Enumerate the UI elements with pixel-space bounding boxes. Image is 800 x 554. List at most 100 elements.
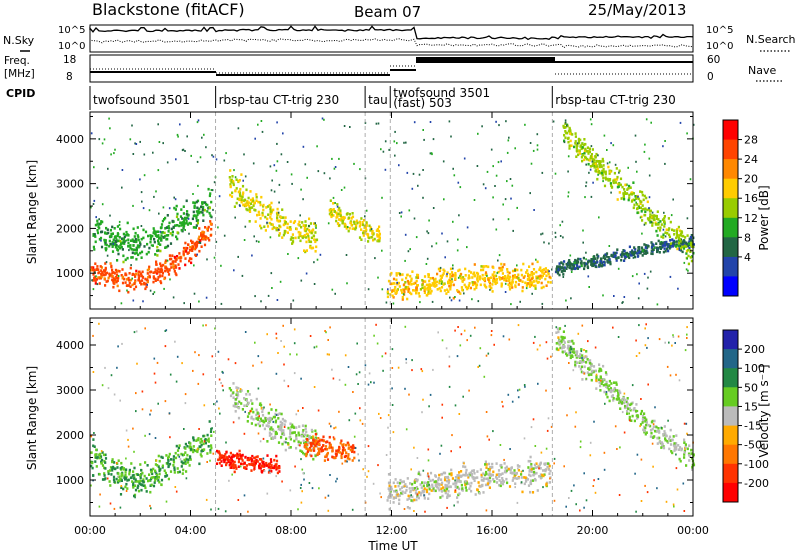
range-cell [192, 226, 195, 229]
range-cell [197, 119, 200, 122]
range-cell [161, 466, 164, 469]
range-cell [570, 347, 573, 351]
range-cell [134, 239, 137, 243]
range-cell [486, 274, 488, 277]
range-cell [139, 476, 142, 480]
range-cell [234, 189, 237, 192]
range-cell [599, 389, 602, 392]
range-cell [141, 408, 144, 411]
range-cell [209, 430, 213, 433]
range-cell [605, 392, 608, 396]
range-cell [148, 479, 151, 482]
range-cell [541, 274, 544, 277]
range-cell [586, 358, 589, 361]
range-cell [232, 421, 235, 424]
range-cell [330, 425, 332, 428]
range-cell [684, 349, 687, 352]
range-cell [142, 228, 145, 232]
range-cell [677, 236, 681, 240]
range-cell [166, 237, 169, 241]
range-cell [555, 267, 558, 271]
range-cell [513, 471, 516, 475]
range-cell [273, 164, 276, 167]
range-cell [111, 460, 114, 464]
range-cell [192, 438, 195, 442]
range-cell [571, 350, 574, 354]
range-cell [342, 448, 345, 452]
range-cell [679, 241, 682, 245]
range-cell [432, 283, 435, 287]
range-cell [612, 181, 615, 185]
range-cell [211, 355, 214, 358]
range-cell [276, 142, 278, 145]
range-cell [483, 473, 486, 477]
range-cell [283, 440, 286, 444]
range-cell [174, 260, 177, 263]
range-cell [104, 268, 107, 271]
range-cell [160, 281, 163, 285]
range-cell [160, 231, 163, 234]
range-cell [541, 269, 544, 272]
range-cell [111, 458, 114, 461]
range-cell [152, 467, 155, 471]
range-cell [441, 494, 444, 498]
range-cell [570, 271, 573, 273]
range-cell [304, 224, 307, 227]
range-cell [681, 250, 684, 254]
range-cell [598, 160, 601, 163]
range-cell [460, 286, 463, 289]
range-cell [256, 418, 259, 421]
range-cell [344, 383, 347, 386]
range-cell [561, 344, 565, 348]
range-cell [688, 454, 691, 457]
range-cell [438, 473, 441, 477]
range-cell [337, 208, 340, 212]
range-cell [100, 239, 102, 242]
range-cell [678, 379, 681, 382]
range-cell [494, 282, 497, 285]
range-cell [650, 221, 653, 224]
range-cell [517, 283, 520, 286]
range-cell [137, 276, 140, 280]
range-cell [579, 367, 582, 371]
range-cell [633, 419, 636, 423]
range-cell [307, 234, 310, 238]
range-cell [584, 143, 587, 146]
range-cell [475, 283, 479, 286]
range-cell [339, 218, 342, 222]
range-cell [653, 246, 656, 249]
range-cell [576, 264, 579, 267]
range-cell [113, 272, 116, 275]
range-cell [573, 265, 576, 268]
range-cell [600, 165, 603, 169]
range-cell [257, 200, 260, 204]
range-cell [117, 276, 120, 280]
range-cell [259, 417, 262, 421]
range-cell [203, 208, 206, 212]
range-cell [419, 301, 421, 304]
range-cell [153, 291, 156, 294]
range-cell [196, 219, 200, 222]
range-cell [403, 484, 406, 488]
range-cell [159, 275, 162, 278]
range-cell [266, 492, 269, 495]
range-cell [433, 284, 437, 288]
range-cell [359, 223, 362, 227]
range-cell [125, 468, 128, 471]
range-cell [656, 429, 659, 433]
range-cell [542, 474, 545, 478]
range-cell [469, 471, 472, 474]
range-cell [302, 407, 304, 409]
range-cell [206, 227, 209, 230]
range-cell [510, 303, 512, 306]
range-cell [200, 440, 203, 443]
range-cell [101, 464, 105, 467]
range-cell [563, 341, 566, 344]
range-cell [639, 199, 642, 203]
range-cell [338, 378, 341, 381]
range-cell [202, 234, 205, 238]
range-cell [394, 285, 397, 289]
range-cell [245, 204, 248, 208]
range-cell [121, 186, 123, 189]
range-cell [477, 132, 479, 135]
